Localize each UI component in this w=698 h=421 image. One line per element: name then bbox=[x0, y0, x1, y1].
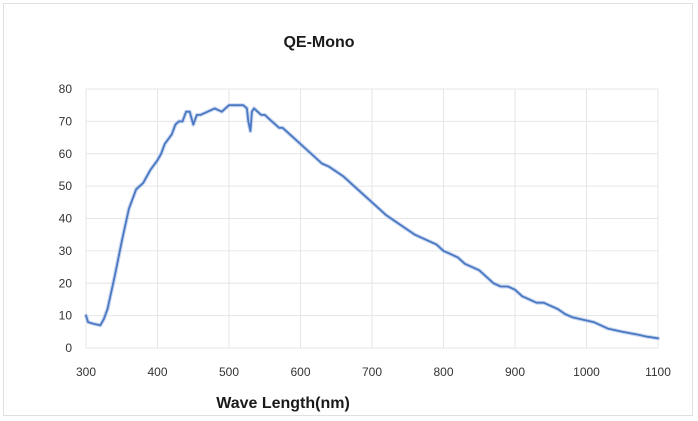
x-tick-label: 500 bbox=[219, 365, 239, 379]
x-tick-label: 1000 bbox=[573, 365, 600, 379]
series-line bbox=[85, 104, 659, 340]
y-tick-label: 10 bbox=[59, 309, 73, 323]
y-tick-label: 20 bbox=[59, 276, 73, 290]
y-tick-label: 40 bbox=[59, 212, 73, 226]
chart-title: QE-Mono bbox=[283, 34, 354, 51]
x-axis-ticks: 300 400 500 600 700 800 900 1000 1100 bbox=[76, 365, 671, 379]
chart-frame bbox=[3, 3, 693, 416]
y-tick-label: 50 bbox=[59, 179, 73, 193]
x-tick-label: 400 bbox=[147, 365, 167, 379]
y-tick-label: 70 bbox=[59, 114, 73, 128]
y-tick-label: 0 bbox=[65, 341, 72, 355]
x-tick-label: 800 bbox=[433, 365, 453, 379]
y-tick-label: 60 bbox=[59, 147, 73, 161]
y-axis-ticks: 0 10 20 30 40 50 60 70 80 bbox=[59, 82, 73, 355]
grid bbox=[85, 88, 659, 349]
x-axis-label: Wave Length(nm) bbox=[216, 395, 350, 412]
y-tick-label: 30 bbox=[59, 244, 73, 258]
series-group bbox=[84, 103, 660, 341]
x-tick-label: 300 bbox=[76, 365, 96, 379]
y-tick-label: 80 bbox=[59, 82, 73, 96]
x-tick-label: 900 bbox=[505, 365, 525, 379]
x-tick-label: 700 bbox=[362, 365, 382, 379]
x-tick-label: 1100 bbox=[645, 365, 671, 379]
x-tick-label: 600 bbox=[290, 365, 310, 379]
